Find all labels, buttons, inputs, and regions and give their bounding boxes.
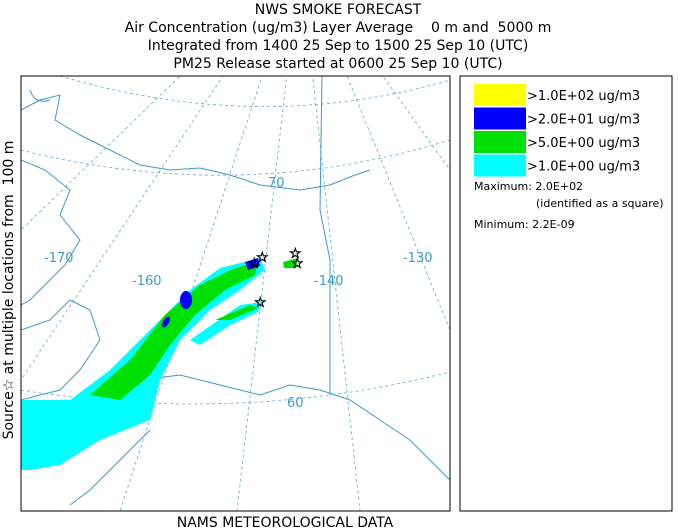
header-line: PM25 Release started at 0600 25 Sep 10 (… (173, 56, 502, 72)
legend-swatch (474, 131, 526, 153)
map-label: 70 (268, 176, 285, 191)
svg-text:☆: ☆ (289, 246, 302, 262)
sources: ☆☆☆ ☆☆ (248, 246, 304, 312)
plume (21, 258, 298, 470)
svg-text:☆: ☆ (248, 256, 261, 272)
legend-label: >2.0E+01 ug/m3 (527, 113, 640, 128)
header-line: Integrated from 1400 25 Sep to 1500 25 S… (148, 38, 529, 54)
title: NWS SMOKE FORECAST (255, 2, 422, 18)
svg-text:☆: ☆ (254, 295, 267, 311)
map-label: 60 (287, 396, 304, 411)
legend-frame (459, 75, 673, 512)
graticule (21, 76, 450, 511)
svg-text:☆: ☆ (291, 256, 304, 272)
coastline (21, 76, 450, 506)
legend-swatch (474, 107, 526, 130)
map-label: -160 (132, 274, 162, 289)
maximum-note: (identified as a square) (536, 197, 664, 210)
map-label: -170 (44, 251, 74, 266)
map-label: -130 (403, 251, 433, 266)
legend-label: >1.0E+00 ug/m3 (527, 160, 640, 175)
legend-swatch (474, 84, 526, 106)
header-line: Air Concentration (ug/m3) Layer Average … (125, 20, 552, 36)
legend: >1.0E+02 ug/m3 >2.0E+01 ug/m3 >5.0E+00 ug/… (474, 84, 640, 177)
legend-label: >5.0E+00 ug/m3 (527, 136, 640, 151)
legend-swatch (474, 154, 526, 177)
map-label: -140 (314, 274, 344, 289)
maximum: Maximum: 2.0E+02 (474, 180, 583, 193)
map: ☆☆☆ ☆☆ -170 -160 -140 -130 70 60 (21, 76, 450, 511)
svg-text:☆: ☆ (256, 250, 269, 266)
side-label: Source☆ at multiple locations from 100 m (1, 141, 17, 440)
map-frame (20, 75, 451, 512)
minimum: Minimum: 2.2E-09 (474, 218, 575, 231)
legend-label: >1.0E+02 ug/m3 (527, 89, 640, 104)
footer: NAMS METEOROLOGICAL DATA (177, 515, 394, 531)
